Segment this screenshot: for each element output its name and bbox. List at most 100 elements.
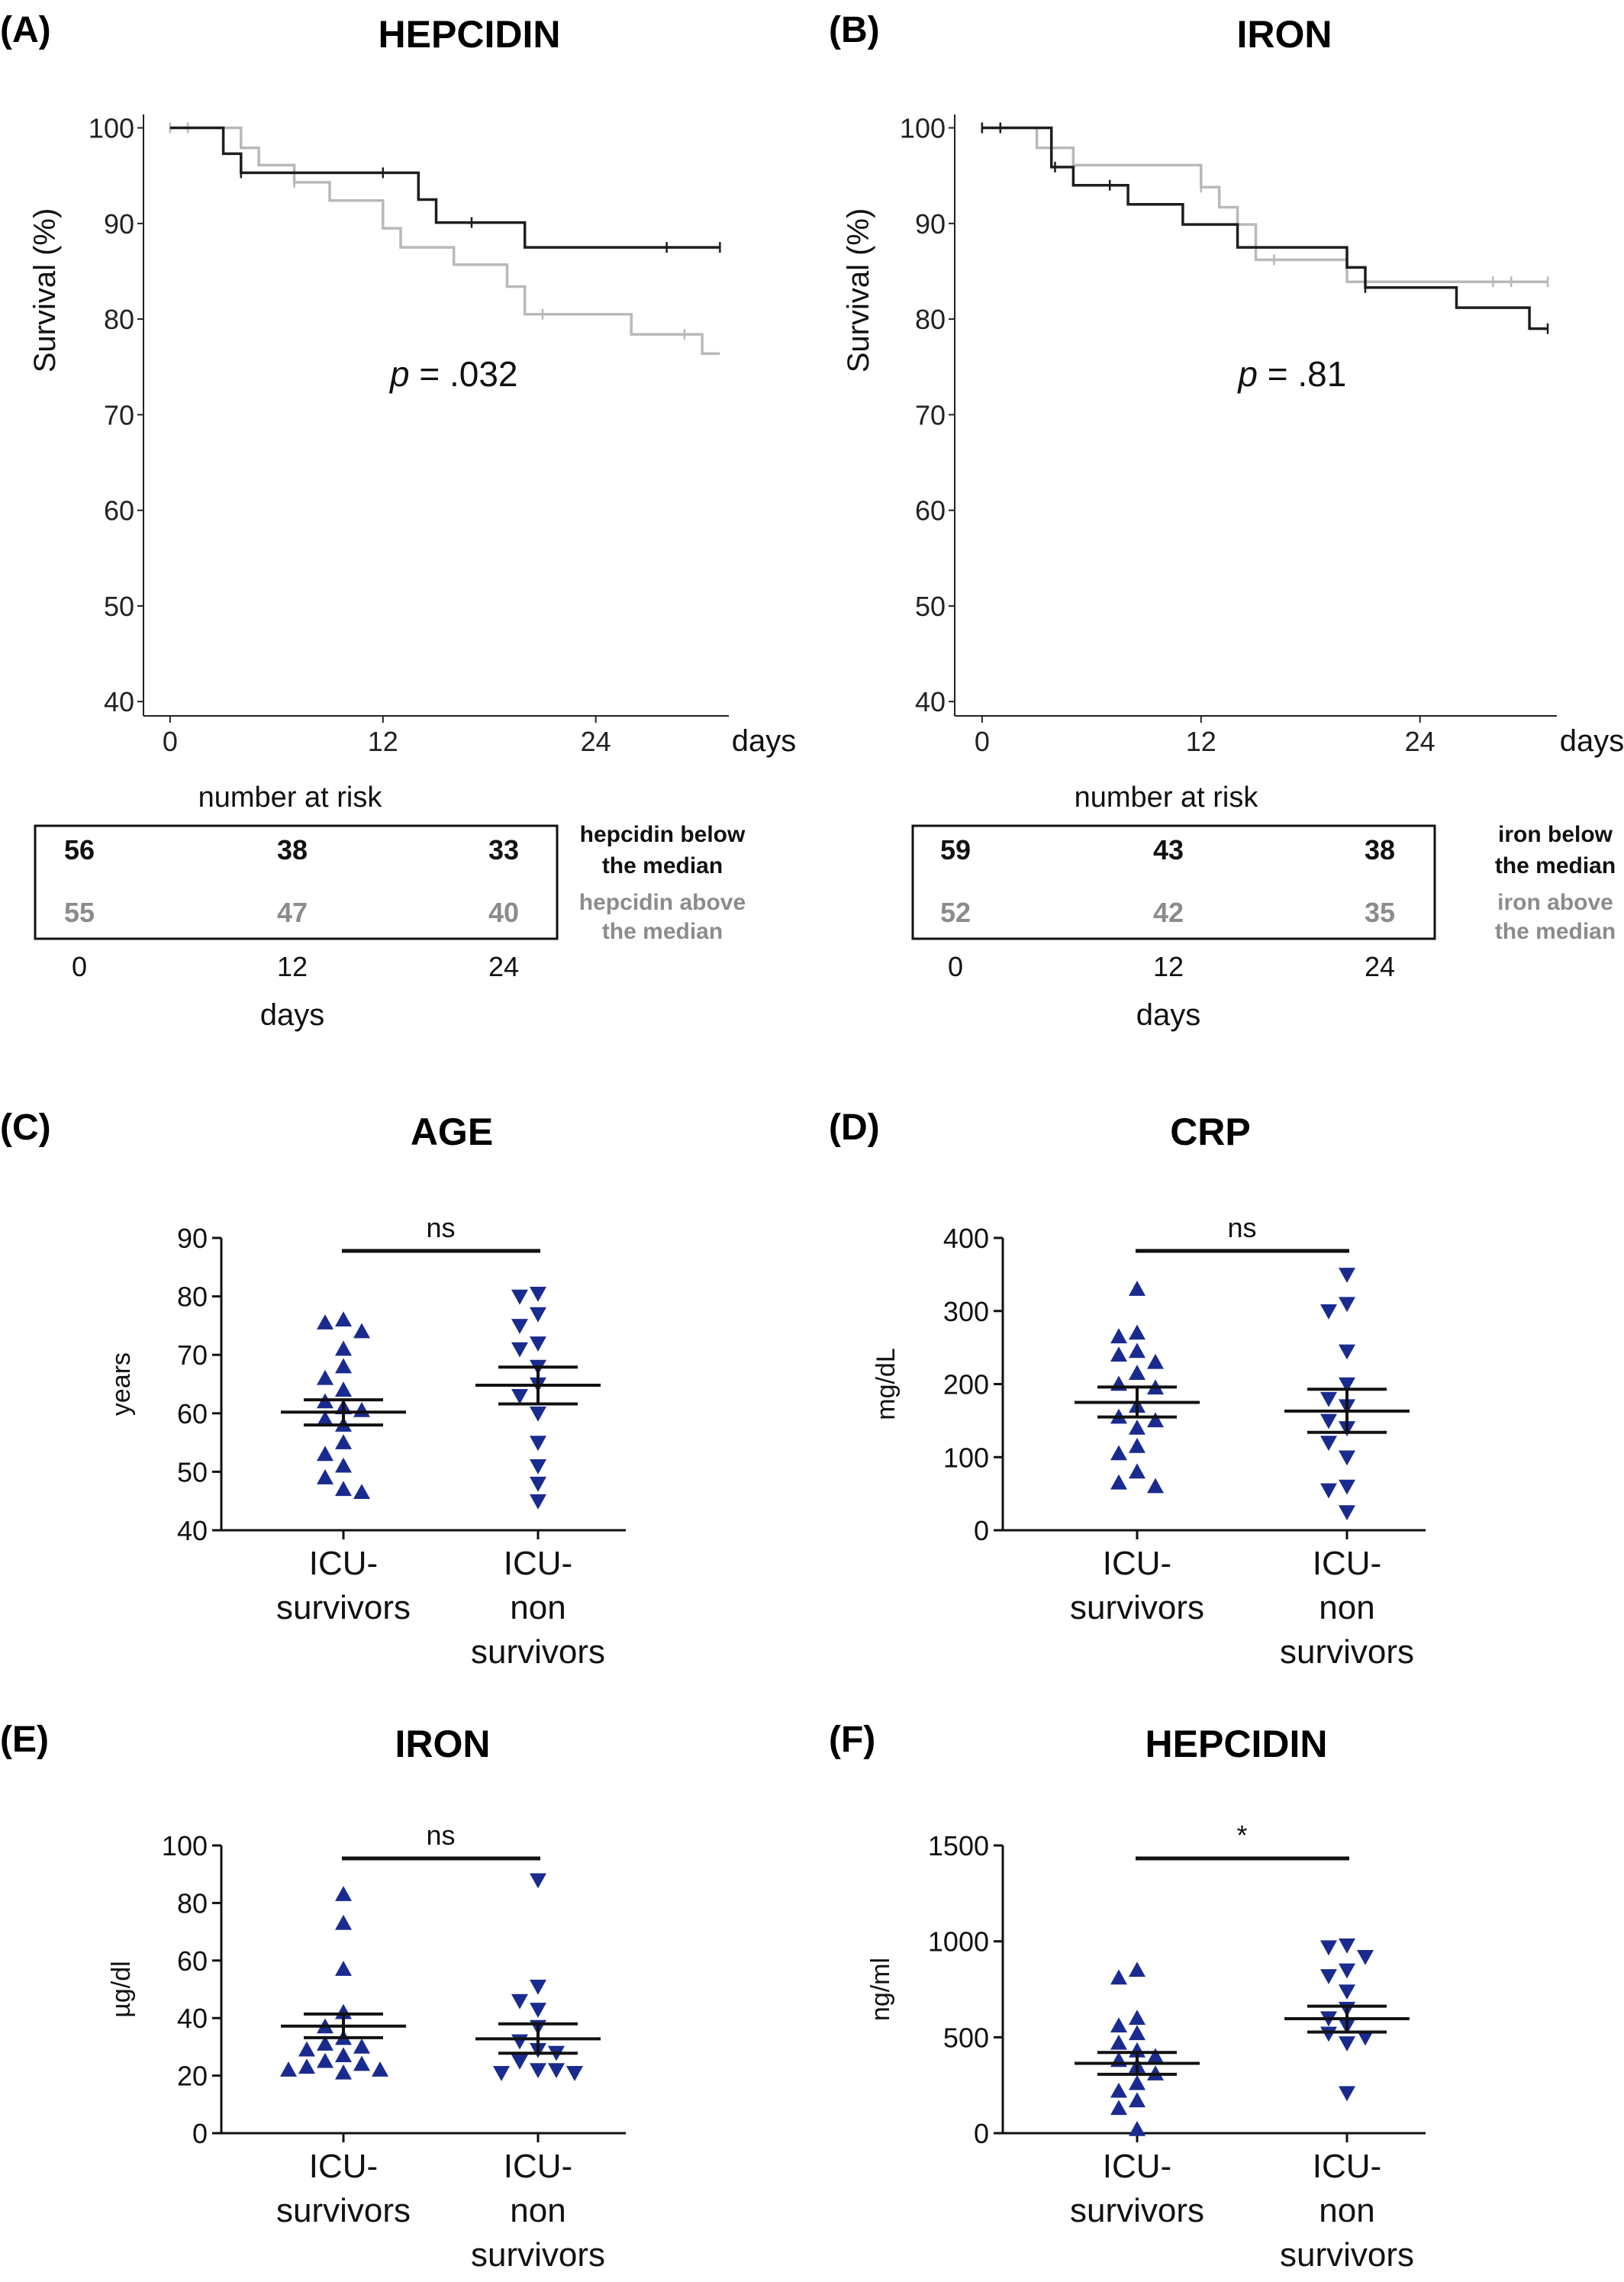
y-axis-label: µg/dl (107, 1961, 136, 2017)
data-point (1357, 2030, 1374, 2046)
risk-row-label: the median (1495, 853, 1616, 878)
data-point (1320, 1969, 1337, 1984)
y-tick-label: 300 (943, 1296, 989, 1327)
y-axis-label: mg/dL (872, 1348, 901, 1420)
risk-x-axis-label: days (1136, 998, 1201, 1032)
y-tick-label: 40 (104, 686, 134, 717)
y-tick-label: 70 (177, 1339, 208, 1371)
y-tick-label: 60 (177, 1945, 208, 1977)
km-plot-hepcidin: 40 50 60 70 80 90 100 0 12 24 days Survival (%) p = … (28, 113, 796, 758)
y-tick-label: 50 (915, 591, 946, 622)
panel-letter-a: (A) (0, 10, 51, 50)
data-point (317, 1314, 334, 1330)
risk-table-header: number at risk (1075, 782, 1259, 814)
risk-table-box (34, 824, 559, 940)
risk-count: 56 (64, 834, 95, 865)
risk-x-tick-label: 0 (948, 951, 963, 982)
data-point (1129, 1961, 1146, 1977)
data-point (335, 2064, 352, 2080)
data-point (1320, 1483, 1337, 1499)
data-point (1339, 1984, 1355, 2000)
data-point (1129, 2092, 1146, 2108)
significance-label: * (1236, 1819, 1247, 1851)
y-tick-label: 90 (177, 1223, 208, 1254)
risk-count: 38 (277, 834, 308, 865)
risk-row-label: the median (602, 853, 723, 878)
data-point (1339, 1938, 1355, 1954)
data-point (317, 1410, 334, 1426)
risk-x-axis-label: days (260, 998, 325, 1032)
data-point (1110, 1346, 1127, 1362)
y-tick-label: 80 (104, 304, 134, 335)
panel-title-f: HEPCIDIN (1146, 1723, 1328, 1765)
data-point (1110, 1445, 1127, 1461)
data-point (511, 2054, 528, 2070)
x-tick-label: 12 (1186, 726, 1216, 757)
y-axis-label: ng/ml (866, 1958, 895, 2021)
p-value: = .032 (419, 354, 517, 394)
panel-title-a: HEPCIDIN (379, 13, 561, 56)
data-point (511, 1994, 528, 2010)
y-axis-label: Survival (%) (28, 208, 62, 373)
data-point (1110, 2034, 1127, 2050)
data-point (317, 2035, 334, 2051)
y-tick-label: 400 (943, 1223, 989, 1254)
data-point (1129, 1463, 1146, 1479)
data-point (298, 2058, 315, 2074)
data-point (1129, 1324, 1146, 1340)
data-point (1339, 1963, 1355, 1979)
y-tick-label: 60 (104, 495, 134, 527)
x-category-label: ICU- (1103, 1545, 1171, 1582)
data-point (511, 2034, 528, 2050)
scatter-plot-hepcidin: 0 500 1000 1500 ng/ml ICU-survivors ICU-non sur… (866, 1819, 1426, 2274)
data-point (335, 1457, 352, 1473)
data-point (1110, 2100, 1127, 2116)
p-value-annotation: p = .81 (1236, 354, 1346, 394)
data-point (1339, 1479, 1355, 1495)
p-symbol: p (1236, 354, 1267, 394)
data-point (530, 1307, 546, 1323)
x-tick-label: 24 (1405, 726, 1436, 757)
x-category-label: ICU- (309, 2148, 378, 2185)
y-tick-label: 100 (162, 1830, 208, 1861)
y-tick-label: 70 (915, 399, 946, 430)
data-point (530, 2063, 546, 2079)
y-tick-label: 100 (900, 113, 946, 144)
data-point (335, 1381, 352, 1397)
data-point (530, 1979, 546, 1995)
y-tick-label: 80 (177, 1887, 208, 1919)
data-point (1110, 1375, 1127, 1391)
y-tick-label: 0 (974, 1515, 989, 1546)
scatter-plot-crp: 0 100 200 300 400 mg/dL ICU-survivors ICU-non su… (872, 1212, 1426, 1671)
survival-curve (169, 126, 720, 249)
risk-count: 47 (277, 897, 308, 928)
x-category-label: ICU- (1313, 2148, 1381, 2185)
y-tick-label: 40 (177, 1515, 208, 1546)
x-category-label: survivors (1280, 2236, 1414, 2274)
y-tick-label: 60 (177, 1398, 208, 1429)
data-point (530, 1458, 546, 1475)
data-point (1339, 1505, 1355, 1521)
y-tick-label: 1500 (928, 1830, 989, 1861)
p-value-annotation: p = .032 (388, 354, 518, 394)
data-point (1129, 2120, 1146, 2136)
panel-title-c: AGE (411, 1110, 493, 1153)
risk-table-header: number at risk (198, 782, 383, 814)
data-point (335, 1311, 352, 1327)
panel-letter-c: (C) (0, 1107, 51, 1148)
data-point (1357, 1949, 1374, 1965)
data-point (317, 1469, 334, 1484)
x-category-label: non (510, 1589, 566, 1626)
data-point (372, 2061, 388, 2077)
data-point (530, 1494, 546, 1510)
x-category-label: survivors (1070, 2192, 1204, 2229)
data-point (1339, 1344, 1355, 1360)
panel-title-d: CRP (1170, 1110, 1251, 1153)
data-point (335, 1358, 352, 1374)
risk-count: 55 (64, 897, 95, 928)
data-point (530, 1476, 546, 1492)
y-tick-label: 1000 (928, 1926, 989, 1958)
data-point (1320, 1940, 1337, 1956)
panel-title-e: IRON (395, 1723, 491, 1765)
